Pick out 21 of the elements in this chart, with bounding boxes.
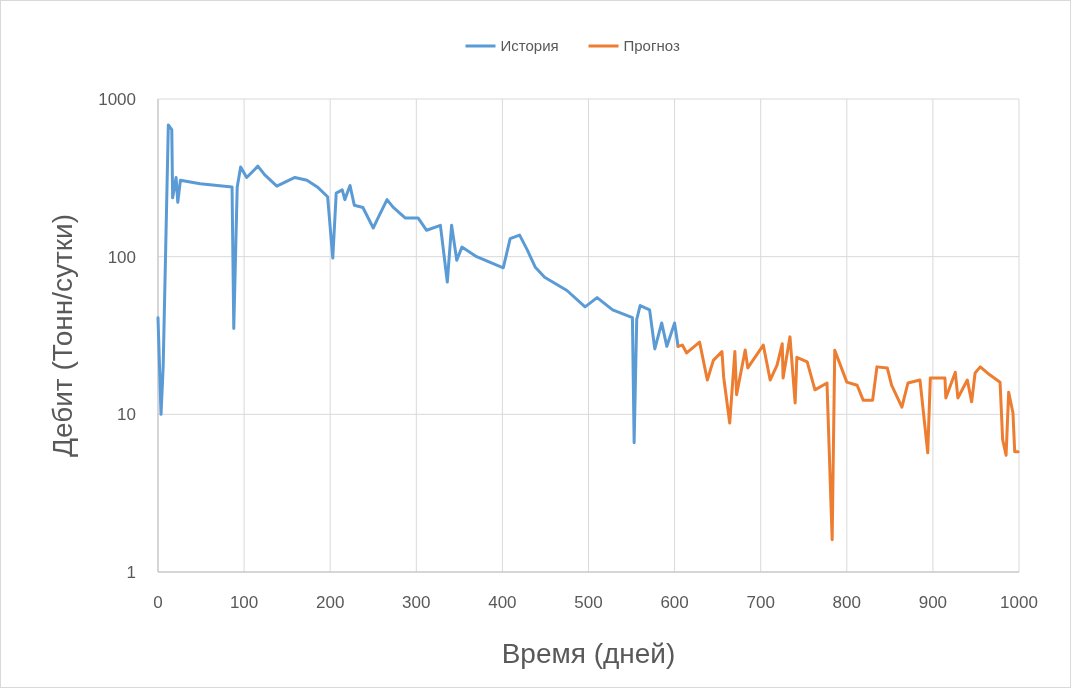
legend-label: История (500, 37, 559, 54)
y-tick-label: 1 (126, 563, 136, 582)
x-tick-label: 400 (488, 593, 517, 612)
x-tick-label: 900 (918, 593, 948, 612)
x-tick-label: 800 (832, 593, 861, 612)
x-tick-label: 100 (229, 593, 259, 612)
x-tick-label: 300 (402, 593, 431, 612)
x-tick-label: 1000 (1000, 593, 1038, 612)
y-tick-label: 10 (117, 405, 136, 425)
x-tick-label: 0 (153, 593, 163, 612)
y-tick-label: 100 (107, 247, 136, 267)
x-tick-label: 500 (574, 593, 603, 612)
y-axis-title: Дебит (Тонн/сутки) (47, 213, 78, 458)
x-tick-label: 600 (660, 593, 689, 612)
x-axis-title: Время (дней) (501, 638, 676, 669)
x-tick-label: 700 (746, 593, 775, 612)
line-series (156, 123, 680, 445)
y-tick-label: 1000 (98, 90, 136, 109)
line-series (676, 335, 1020, 542)
legend-label: Прогноз (623, 37, 680, 54)
x-tick-label: 200 (316, 593, 345, 612)
